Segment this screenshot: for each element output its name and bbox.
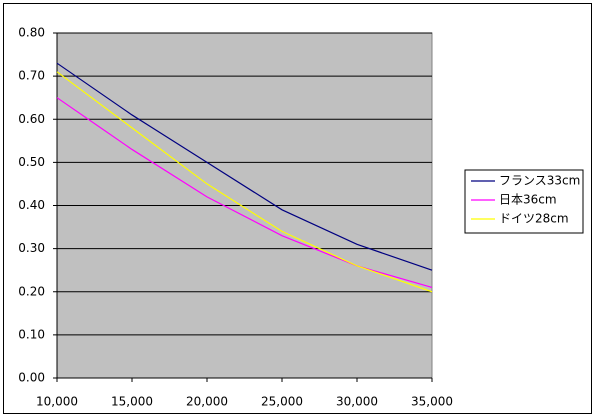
y-tick-label: 0.40 [18, 198, 45, 212]
x-tick-label: 25,000 [261, 395, 303, 409]
y-tick-label: 0.70 [18, 69, 45, 83]
series-line [56, 97, 433, 289]
y-tick-label: 0.50 [18, 155, 45, 169]
x-tick-label: 35,000 [411, 395, 453, 409]
x-tick-label: 20,000 [186, 395, 228, 409]
series-line [56, 71, 433, 293]
x-tick-label: 10,000 [36, 395, 78, 409]
y-tick-label: 0.00 [18, 371, 45, 385]
x-tick-label: 30,000 [336, 395, 378, 409]
legend-label: ドイツ28cm [499, 212, 569, 226]
y-tick-label: 0.10 [18, 327, 45, 341]
y-tick-label: 0.30 [18, 241, 45, 255]
x-tick-label: 15,000 [111, 395, 153, 409]
legend-label: 日本36cm [499, 193, 557, 207]
y-tick-label: 0.80 [18, 26, 45, 40]
y-tick-label: 0.60 [18, 112, 45, 126]
legend-label: フランス33cm [499, 174, 580, 188]
series-line [56, 62, 433, 271]
y-tick-label: 0.20 [18, 284, 45, 298]
